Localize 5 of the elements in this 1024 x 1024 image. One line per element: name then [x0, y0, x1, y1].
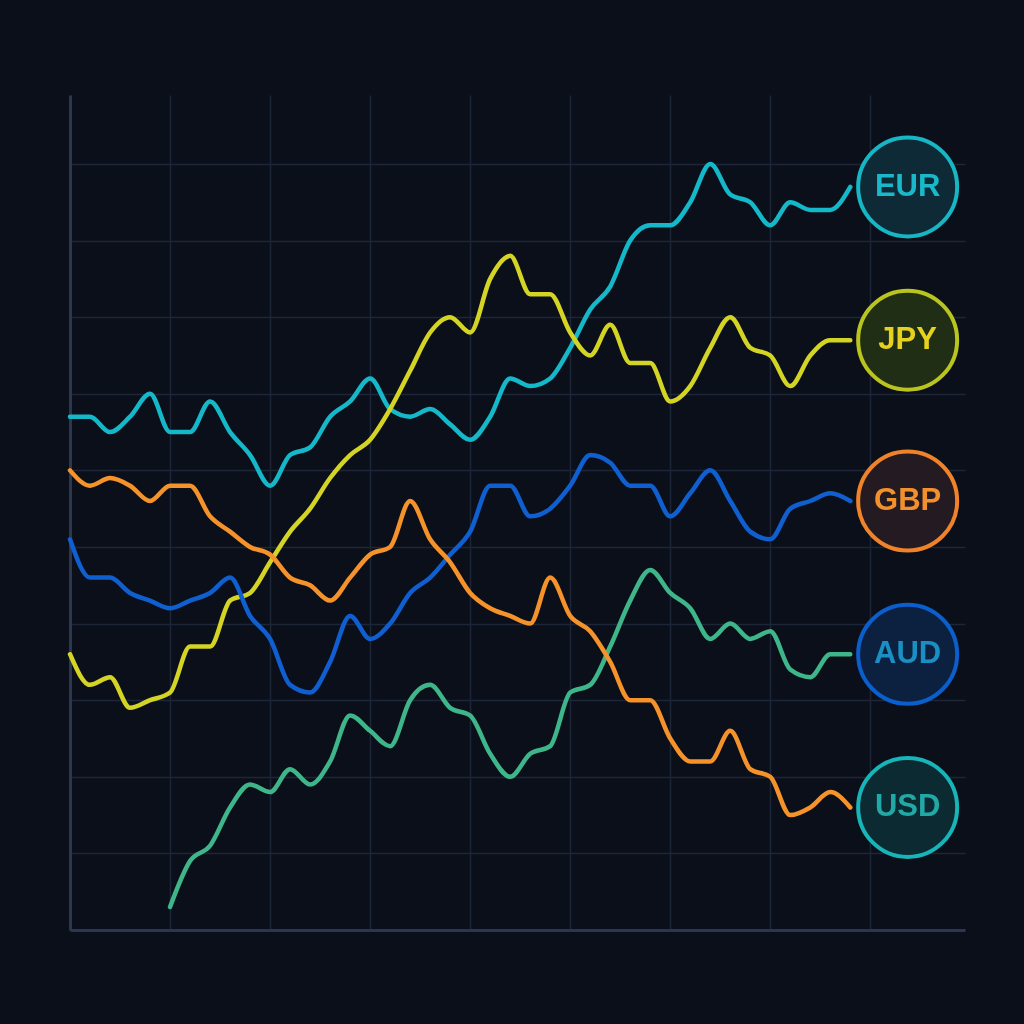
series-label: JPY: [878, 321, 938, 357]
series-label: EUR: [874, 167, 941, 203]
series-label: GBP: [874, 482, 942, 518]
series-label: USD: [874, 788, 941, 824]
series-label: AUD: [874, 635, 942, 671]
